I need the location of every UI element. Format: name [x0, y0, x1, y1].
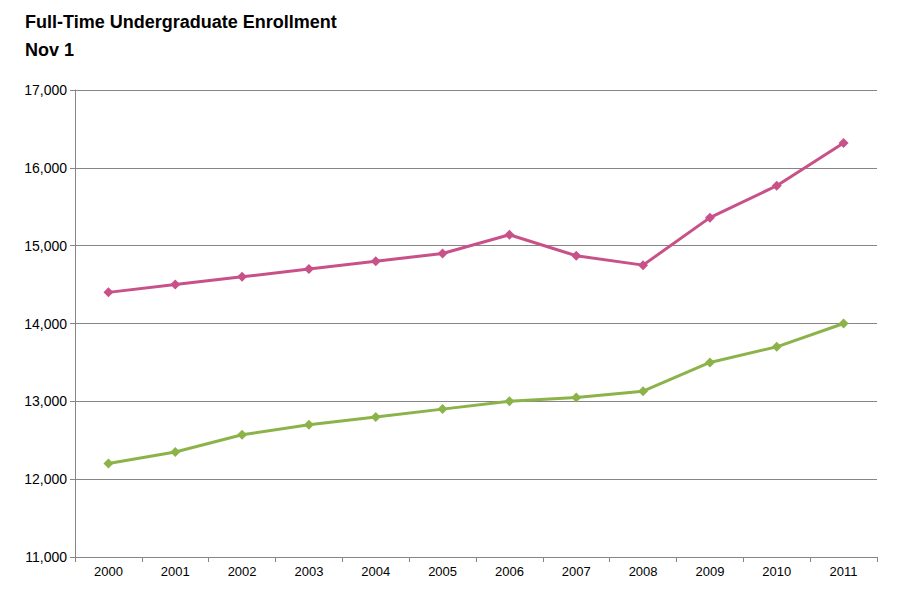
svg-text:2006: 2006	[495, 564, 524, 579]
svg-text:2005: 2005	[428, 564, 457, 579]
svg-text:2002: 2002	[228, 564, 257, 579]
svg-text:2009: 2009	[695, 564, 724, 579]
svg-text:2004: 2004	[361, 564, 390, 579]
svg-text:2000: 2000	[94, 564, 123, 579]
svg-text:2010: 2010	[762, 564, 791, 579]
svg-text:2001: 2001	[161, 564, 190, 579]
svg-text:Nov 1: Nov 1	[25, 40, 74, 60]
svg-text:Full-Time Undergraduate Enroll: Full-Time Undergraduate Enrollment	[25, 12, 337, 32]
svg-text:17,000: 17,000	[24, 82, 67, 98]
svg-text:2008: 2008	[629, 564, 658, 579]
svg-text:2007: 2007	[562, 564, 591, 579]
svg-text:13,000: 13,000	[24, 393, 67, 409]
svg-text:2011: 2011	[830, 564, 858, 579]
svg-text:11,000: 11,000	[25, 549, 67, 565]
svg-text:16,000: 16,000	[24, 160, 67, 176]
svg-text:14,000: 14,000	[24, 316, 67, 332]
svg-text:12,000: 12,000	[24, 471, 67, 487]
svg-text:2003: 2003	[294, 564, 323, 579]
svg-text:15,000: 15,000	[24, 238, 67, 254]
